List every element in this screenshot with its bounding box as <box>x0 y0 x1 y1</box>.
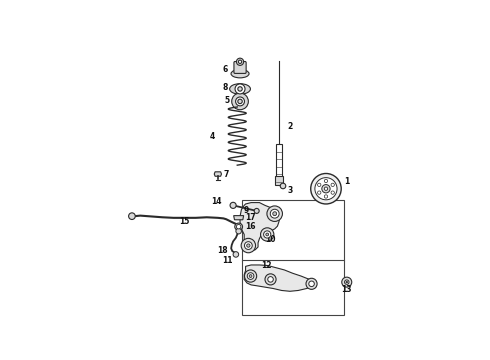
Ellipse shape <box>231 69 249 78</box>
Circle shape <box>315 177 337 200</box>
Polygon shape <box>234 216 244 220</box>
Text: 13: 13 <box>342 285 352 294</box>
Circle shape <box>266 233 269 236</box>
Circle shape <box>273 212 277 216</box>
Text: 8: 8 <box>222 83 227 92</box>
Bar <box>276 144 282 182</box>
Text: 11: 11 <box>222 256 233 265</box>
Circle shape <box>237 58 244 66</box>
Text: 12: 12 <box>261 261 271 270</box>
Text: 10: 10 <box>265 235 275 244</box>
Circle shape <box>264 231 271 238</box>
Circle shape <box>245 270 257 282</box>
Circle shape <box>344 280 349 284</box>
Circle shape <box>324 179 328 183</box>
Text: 2: 2 <box>287 122 293 131</box>
Circle shape <box>237 225 241 229</box>
Circle shape <box>322 185 330 193</box>
Circle shape <box>331 183 334 186</box>
Circle shape <box>241 238 256 253</box>
Bar <box>275 176 283 185</box>
Circle shape <box>245 242 252 249</box>
Ellipse shape <box>230 84 250 94</box>
Polygon shape <box>214 172 221 176</box>
Circle shape <box>238 87 242 91</box>
Circle shape <box>318 183 321 186</box>
Circle shape <box>232 93 248 110</box>
Circle shape <box>270 209 279 218</box>
Text: 16: 16 <box>245 222 256 231</box>
Polygon shape <box>244 265 315 291</box>
Text: 14: 14 <box>212 197 222 206</box>
Text: 18: 18 <box>217 246 227 255</box>
Circle shape <box>265 274 276 285</box>
Circle shape <box>254 208 259 213</box>
Circle shape <box>238 60 242 63</box>
Circle shape <box>128 213 135 220</box>
Circle shape <box>249 275 252 278</box>
Circle shape <box>306 278 317 289</box>
Circle shape <box>342 277 352 287</box>
Circle shape <box>346 281 347 283</box>
Circle shape <box>230 202 236 208</box>
Text: 6: 6 <box>222 65 227 74</box>
Circle shape <box>233 252 239 257</box>
Circle shape <box>247 273 254 279</box>
Circle shape <box>235 84 245 94</box>
Bar <box>242 200 344 261</box>
Ellipse shape <box>235 223 243 230</box>
Circle shape <box>318 191 321 194</box>
Text: 15: 15 <box>179 217 190 226</box>
Circle shape <box>331 191 334 194</box>
Text: 4: 4 <box>210 131 215 140</box>
Circle shape <box>268 276 273 282</box>
Text: 3: 3 <box>287 186 293 195</box>
Text: 7: 7 <box>224 170 229 179</box>
FancyBboxPatch shape <box>234 62 246 73</box>
Circle shape <box>236 97 245 106</box>
Text: 9: 9 <box>244 206 249 215</box>
Text: 17: 17 <box>245 213 256 222</box>
Circle shape <box>280 183 286 189</box>
Circle shape <box>261 228 274 241</box>
Circle shape <box>267 206 282 221</box>
Text: 1: 1 <box>344 177 349 186</box>
Circle shape <box>311 174 341 204</box>
Circle shape <box>309 281 314 287</box>
Text: 5: 5 <box>224 96 229 105</box>
Circle shape <box>236 228 242 234</box>
Bar <box>242 260 344 315</box>
Circle shape <box>324 195 328 198</box>
Circle shape <box>246 244 250 247</box>
Polygon shape <box>240 203 280 251</box>
Circle shape <box>324 187 328 190</box>
Circle shape <box>238 99 242 104</box>
